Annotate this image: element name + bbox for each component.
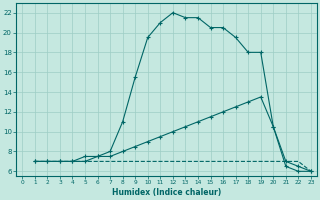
X-axis label: Humidex (Indice chaleur): Humidex (Indice chaleur) <box>112 188 221 197</box>
